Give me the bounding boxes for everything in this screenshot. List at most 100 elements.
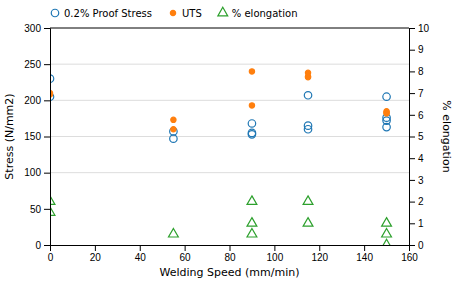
point: [249, 103, 254, 108]
tick-mark: [44, 173, 50, 174]
axis-line: [410, 29, 416, 246]
legend-item: UTS: [170, 8, 201, 19]
tick-label: 3: [418, 175, 424, 186]
axis-line: [51, 246, 410, 252]
tick-label: 0: [418, 240, 424, 251]
tick-label: 9: [418, 44, 424, 55]
series: [50, 75, 390, 143]
point: [170, 135, 177, 142]
tick: 9: [409, 44, 424, 55]
tick-label: 100: [267, 252, 284, 263]
tick-mark: [44, 28, 50, 29]
tick-label: 6: [418, 110, 424, 121]
tick: 250: [24, 59, 50, 70]
tick: 300: [24, 23, 50, 34]
tick-label: 0: [48, 252, 54, 263]
tick-mark: [409, 71, 415, 72]
tick-label: 2: [418, 196, 424, 207]
legend-symbol: [218, 7, 228, 16]
point: [248, 120, 255, 127]
point: [303, 218, 313, 227]
series: [50, 69, 389, 132]
y2-axis: 012345678910: [409, 23, 430, 251]
point: [248, 131, 255, 138]
legend-symbol: [51, 9, 58, 16]
point: [247, 218, 257, 227]
tick-label: 4: [418, 153, 424, 164]
tick-mark: [319, 245, 320, 251]
tick-mark: [230, 245, 231, 251]
tick-label: 40: [135, 252, 147, 263]
tick-mark: [409, 137, 415, 138]
tick: 0: [409, 240, 424, 251]
tick-label: 80: [224, 252, 236, 263]
reference-line: [50, 100, 409, 101]
tick-mark: [409, 245, 415, 246]
tick-mark: [409, 28, 415, 29]
point: [382, 228, 392, 237]
reference-line: [50, 64, 409, 65]
tick: 40: [135, 245, 147, 263]
plot: 0204060801001201401600501001502002503000…: [24, 23, 429, 263]
tick-mark: [409, 223, 415, 224]
tick-mark: [409, 180, 415, 181]
tick: 120: [311, 245, 328, 263]
frame-line: [50, 28, 409, 29]
legend-label: 0.2% Proof Stress: [64, 8, 152, 19]
tick-mark: [409, 202, 415, 203]
legend-item: % elongation: [218, 7, 298, 18]
tick: 7: [409, 88, 424, 99]
y-axis-title: Stress (N/mm2): [3, 93, 16, 179]
tick-label: 8: [418, 66, 424, 77]
legend-symbol: [170, 10, 175, 15]
point: [304, 126, 311, 133]
tick-label: 10: [418, 23, 430, 34]
tick: 5: [409, 131, 424, 142]
tick: 50: [30, 204, 50, 215]
series: [50, 196, 391, 245]
tick-mark: [274, 245, 275, 251]
tick-label: 20: [90, 252, 102, 263]
tick: 100: [24, 167, 50, 178]
tick: 0: [35, 240, 50, 251]
marks: [50, 64, 409, 245]
tick: 20: [90, 245, 102, 263]
legend: 0.2% Proof Stress UTS % elongation: [51, 7, 297, 18]
tick: 2: [409, 196, 424, 207]
tick-label: 0: [35, 240, 41, 251]
tick: 100: [267, 245, 284, 263]
tick: 6: [409, 110, 424, 121]
tick-mark: [409, 115, 415, 116]
tick-mark: [44, 137, 50, 138]
tick: 8: [409, 66, 424, 77]
tick-label: 200: [24, 95, 41, 106]
tick: 160: [401, 245, 418, 263]
y2-axis-title: % elongation: [440, 100, 453, 172]
point: [247, 228, 257, 237]
tick-label: 150: [24, 131, 41, 142]
tick-label: 100: [24, 167, 41, 178]
x-axis: 020406080100120140160: [48, 245, 419, 263]
tick-label: 50: [30, 204, 42, 215]
tick-label: 160: [401, 252, 418, 263]
point: [384, 111, 389, 116]
point: [382, 239, 392, 245]
tick: 4: [409, 153, 424, 164]
point: [171, 127, 176, 132]
tick: 0: [48, 245, 54, 263]
tick-mark: [409, 50, 415, 51]
legend-label: % elongation: [232, 8, 298, 19]
tick-mark: [409, 158, 415, 159]
tick: 200: [24, 95, 50, 106]
tick-mark: [409, 93, 415, 94]
tick-mark: [44, 209, 50, 210]
y-axis: 0 50 100 150 200 250 300: [24, 23, 50, 251]
tick-mark: [95, 245, 96, 251]
point: [305, 74, 310, 79]
reference-line: [50, 172, 409, 173]
tick: 140: [356, 245, 373, 263]
x-axis-title: Welding Speed (mm/min): [160, 266, 300, 279]
point: [383, 93, 390, 100]
point: [249, 69, 254, 74]
tick-mark: [44, 100, 50, 101]
